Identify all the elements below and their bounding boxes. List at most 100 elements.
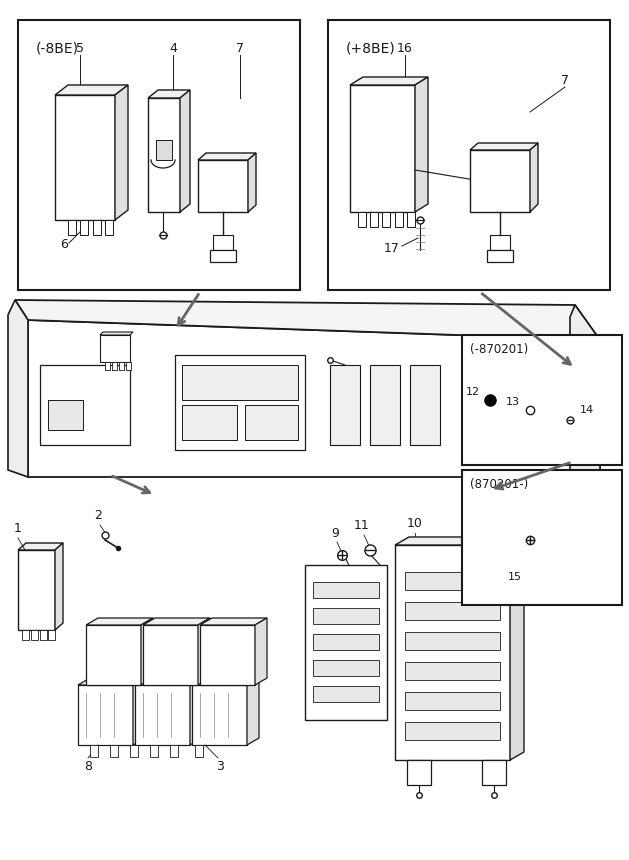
Polygon shape xyxy=(170,745,178,757)
Polygon shape xyxy=(105,362,110,370)
Polygon shape xyxy=(490,235,510,250)
Polygon shape xyxy=(313,582,379,598)
Text: 12: 12 xyxy=(466,387,480,397)
Polygon shape xyxy=(133,678,145,745)
Polygon shape xyxy=(112,362,117,370)
Polygon shape xyxy=(210,250,236,262)
Polygon shape xyxy=(105,220,113,235)
Polygon shape xyxy=(405,602,500,620)
Text: (870201-): (870201-) xyxy=(470,478,528,491)
Polygon shape xyxy=(382,212,390,227)
Polygon shape xyxy=(156,140,172,160)
Polygon shape xyxy=(90,745,98,757)
Polygon shape xyxy=(405,632,500,650)
Polygon shape xyxy=(305,565,387,720)
Text: 14: 14 xyxy=(580,405,594,415)
Bar xyxy=(410,365,440,445)
Polygon shape xyxy=(200,618,267,625)
Polygon shape xyxy=(55,543,63,630)
Text: (-870201): (-870201) xyxy=(470,343,528,356)
Bar xyxy=(370,365,400,445)
Polygon shape xyxy=(470,150,530,212)
Text: 7: 7 xyxy=(561,73,569,87)
Polygon shape xyxy=(141,618,153,685)
Polygon shape xyxy=(180,90,190,212)
Bar xyxy=(483,385,552,435)
Polygon shape xyxy=(407,212,415,227)
Polygon shape xyxy=(248,153,256,212)
Polygon shape xyxy=(405,722,500,740)
Polygon shape xyxy=(55,85,128,95)
Text: 6: 6 xyxy=(60,238,68,251)
Text: 15: 15 xyxy=(508,572,522,582)
Polygon shape xyxy=(18,550,55,630)
Text: (-8BE): (-8BE) xyxy=(36,42,79,56)
Text: 1: 1 xyxy=(14,522,22,535)
Bar xyxy=(40,365,130,445)
Text: 16: 16 xyxy=(397,41,413,54)
Polygon shape xyxy=(313,634,379,650)
Polygon shape xyxy=(405,572,500,590)
Polygon shape xyxy=(487,250,513,262)
Text: 2: 2 xyxy=(94,509,102,522)
Polygon shape xyxy=(570,342,593,390)
Polygon shape xyxy=(198,160,248,212)
Text: 4: 4 xyxy=(169,41,177,54)
Polygon shape xyxy=(100,335,130,362)
Polygon shape xyxy=(415,77,428,212)
Polygon shape xyxy=(358,212,366,227)
Bar xyxy=(328,20,610,290)
Bar xyxy=(330,365,360,445)
Polygon shape xyxy=(510,537,524,760)
Polygon shape xyxy=(255,618,267,685)
Polygon shape xyxy=(55,95,115,220)
Polygon shape xyxy=(530,143,538,212)
Bar xyxy=(182,405,237,440)
Polygon shape xyxy=(135,685,190,745)
Polygon shape xyxy=(78,678,145,685)
Polygon shape xyxy=(350,85,415,212)
Bar xyxy=(18,20,300,290)
Polygon shape xyxy=(28,320,600,477)
Polygon shape xyxy=(192,678,259,685)
Polygon shape xyxy=(370,212,378,227)
Polygon shape xyxy=(350,77,428,85)
Polygon shape xyxy=(143,618,210,625)
Polygon shape xyxy=(213,235,233,250)
Polygon shape xyxy=(143,625,198,685)
Text: 3: 3 xyxy=(216,760,224,773)
Text: 13: 13 xyxy=(506,397,520,407)
Polygon shape xyxy=(68,220,76,235)
Polygon shape xyxy=(22,630,29,640)
Polygon shape xyxy=(86,625,141,685)
Polygon shape xyxy=(110,745,118,757)
Polygon shape xyxy=(200,625,255,685)
Text: 11: 11 xyxy=(354,519,370,532)
Polygon shape xyxy=(130,745,138,757)
Polygon shape xyxy=(148,90,190,98)
Bar xyxy=(175,355,305,450)
Polygon shape xyxy=(40,630,47,640)
Polygon shape xyxy=(313,608,379,624)
Polygon shape xyxy=(80,220,88,235)
Polygon shape xyxy=(247,678,259,745)
Polygon shape xyxy=(15,300,600,340)
Text: 9: 9 xyxy=(331,527,339,540)
Polygon shape xyxy=(395,537,524,545)
Bar xyxy=(182,365,298,400)
Polygon shape xyxy=(126,362,131,370)
Polygon shape xyxy=(482,760,506,785)
Polygon shape xyxy=(405,662,500,680)
Bar xyxy=(462,335,622,465)
Polygon shape xyxy=(135,678,202,685)
Polygon shape xyxy=(119,362,124,370)
Polygon shape xyxy=(148,98,180,212)
Polygon shape xyxy=(31,630,38,640)
Polygon shape xyxy=(313,660,379,676)
Polygon shape xyxy=(100,332,133,335)
Bar xyxy=(475,375,560,445)
Bar xyxy=(245,405,298,440)
Polygon shape xyxy=(192,685,247,745)
Text: 17: 17 xyxy=(384,242,400,255)
Polygon shape xyxy=(313,686,379,702)
